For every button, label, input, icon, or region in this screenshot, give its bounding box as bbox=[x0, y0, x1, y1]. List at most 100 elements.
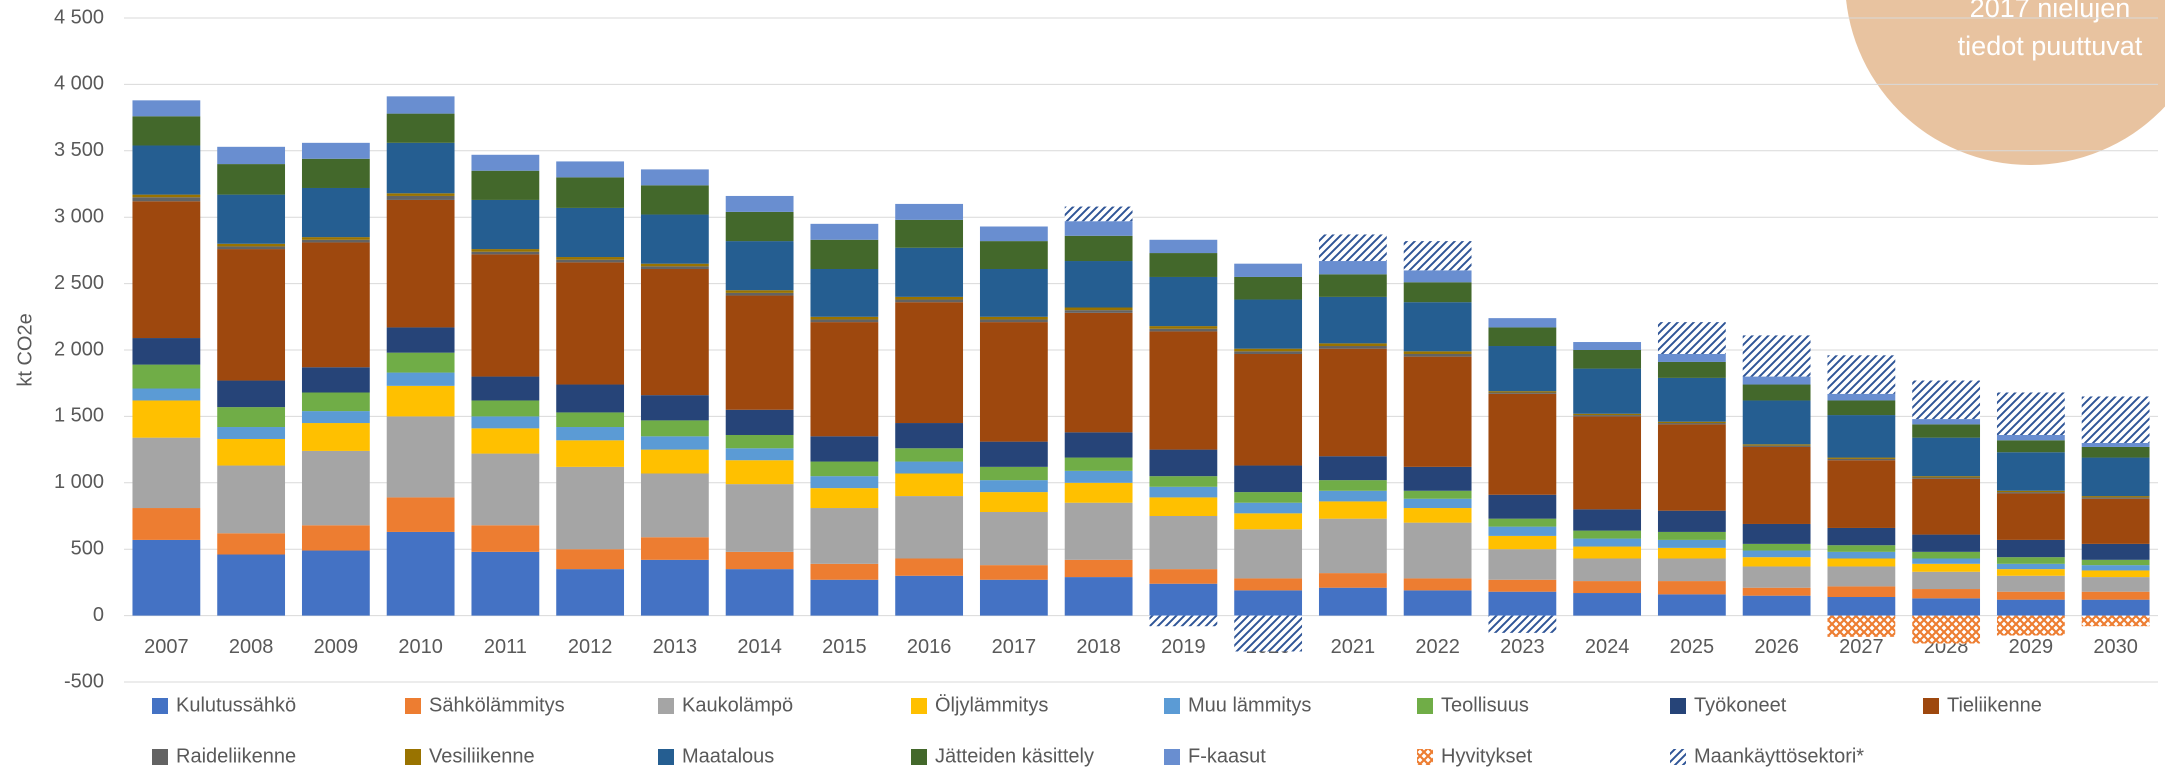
bar-segment bbox=[1064, 559, 1133, 578]
bar-segment bbox=[1318, 343, 1387, 347]
bar-segment bbox=[1657, 581, 1726, 595]
bar-segment bbox=[556, 569, 625, 616]
bar-segment bbox=[1149, 516, 1218, 570]
bar-segment bbox=[1573, 593, 1642, 616]
bar-segment bbox=[1064, 482, 1133, 503]
bar-segment bbox=[1912, 476, 1981, 478]
bar-segment bbox=[810, 268, 879, 317]
bar-segment bbox=[1318, 274, 1387, 297]
bar-segment bbox=[471, 251, 540, 255]
bar-segment bbox=[1827, 393, 1896, 401]
bar-segment bbox=[1657, 531, 1726, 540]
bar-segment bbox=[471, 525, 540, 552]
bar-segment bbox=[1657, 547, 1726, 559]
bar-segment bbox=[979, 466, 1048, 481]
legend-label: Maankäyttösektori* bbox=[1694, 745, 1864, 767]
y-tick-label: 1 000 bbox=[54, 471, 104, 493]
bar-segment bbox=[1064, 206, 1133, 222]
x-tick-label: 2021 bbox=[1331, 636, 1376, 658]
bar-segment bbox=[1149, 583, 1218, 616]
bar-segment bbox=[1403, 578, 1472, 591]
legend-label: Maatalous bbox=[682, 745, 774, 767]
bar-segment bbox=[1742, 384, 1811, 401]
bar-segment bbox=[1403, 522, 1472, 579]
bar-segment bbox=[895, 558, 964, 576]
bar-segment bbox=[1996, 440, 2065, 453]
legend-label: Öljylämmitys bbox=[935, 694, 1048, 716]
bar-segment bbox=[386, 193, 455, 196]
bar-segment bbox=[1827, 460, 1896, 528]
bar-segment bbox=[1149, 276, 1218, 327]
bar-segment bbox=[301, 423, 370, 451]
bar-segment bbox=[895, 302, 964, 424]
bar-segment bbox=[1403, 498, 1472, 509]
bar-segment bbox=[2081, 442, 2150, 447]
bar-segment bbox=[1996, 615, 2065, 636]
bar-segment bbox=[1488, 615, 1557, 633]
bar-segment bbox=[1912, 477, 1981, 479]
bar-segment bbox=[1742, 444, 1811, 446]
bar-segment bbox=[132, 364, 201, 389]
bar-segment bbox=[1573, 558, 1642, 582]
bar-segment bbox=[725, 290, 794, 293]
bar-segment bbox=[1318, 480, 1387, 491]
legend-swatch bbox=[1164, 698, 1180, 714]
bar-segment bbox=[1488, 549, 1557, 580]
bar-segment bbox=[217, 380, 286, 408]
bar-segment bbox=[1318, 518, 1387, 574]
bar-segment bbox=[1318, 348, 1387, 457]
x-tick-label: 2030 bbox=[2093, 636, 2138, 658]
bar-segment bbox=[2081, 497, 2150, 499]
legend-swatch bbox=[405, 749, 421, 765]
bar-segment bbox=[1742, 550, 1811, 558]
bar-segment bbox=[1064, 221, 1133, 236]
bar-segment bbox=[725, 211, 794, 242]
bar-segment bbox=[2081, 565, 2150, 571]
bar-segment bbox=[725, 448, 794, 461]
bar-segment bbox=[132, 197, 201, 202]
bar-segment bbox=[1996, 490, 2065, 493]
bar-segment bbox=[1488, 535, 1557, 550]
bar-segment bbox=[1234, 492, 1303, 503]
bar-segment bbox=[132, 388, 201, 401]
legend-label: Tieliikenne bbox=[1947, 694, 2042, 716]
bar-segment bbox=[1149, 253, 1218, 277]
bar-segment bbox=[979, 579, 1048, 616]
bar-segment bbox=[895, 203, 964, 220]
bar-segment bbox=[132, 400, 201, 438]
bar-segment bbox=[810, 579, 879, 616]
bar-segment bbox=[1488, 346, 1557, 392]
bar-segment bbox=[1149, 328, 1218, 332]
bar-segment bbox=[979, 226, 1048, 242]
bar-segment bbox=[1573, 415, 1642, 417]
annotation-circle bbox=[1846, 0, 2165, 165]
bar-segment bbox=[725, 484, 794, 552]
bar-segment bbox=[979, 441, 1048, 467]
bar-segment bbox=[1573, 413, 1642, 416]
bar-segment bbox=[2081, 543, 2150, 560]
bar-segment bbox=[1657, 377, 1726, 422]
bar-segment bbox=[217, 427, 286, 439]
bar-segment bbox=[1318, 573, 1387, 588]
bar-segment bbox=[810, 461, 879, 477]
bar-segment bbox=[2081, 591, 2150, 600]
bar-segment bbox=[1996, 563, 2065, 570]
bar-segment bbox=[471, 453, 540, 526]
bar-segment bbox=[1318, 234, 1387, 262]
y-tick-label: 0 bbox=[93, 604, 104, 626]
legend-swatch bbox=[658, 749, 674, 765]
bar-segment bbox=[217, 194, 286, 244]
bar-segment bbox=[2081, 599, 2150, 616]
bar-segment bbox=[132, 201, 201, 339]
bar-segment bbox=[2081, 498, 2150, 544]
legend-swatch bbox=[405, 698, 421, 714]
bar-segment bbox=[1149, 486, 1218, 498]
y-tick-label: 2 500 bbox=[54, 272, 104, 294]
bar-segment bbox=[895, 575, 964, 616]
legend-swatch bbox=[1670, 749, 1686, 765]
legend-label: Raideliikenne bbox=[176, 745, 296, 767]
bar-segment bbox=[1234, 465, 1303, 493]
legend-label: Työkoneet bbox=[1694, 694, 1787, 716]
x-tick-label: 2009 bbox=[314, 636, 359, 658]
bar-segment bbox=[1234, 276, 1303, 300]
